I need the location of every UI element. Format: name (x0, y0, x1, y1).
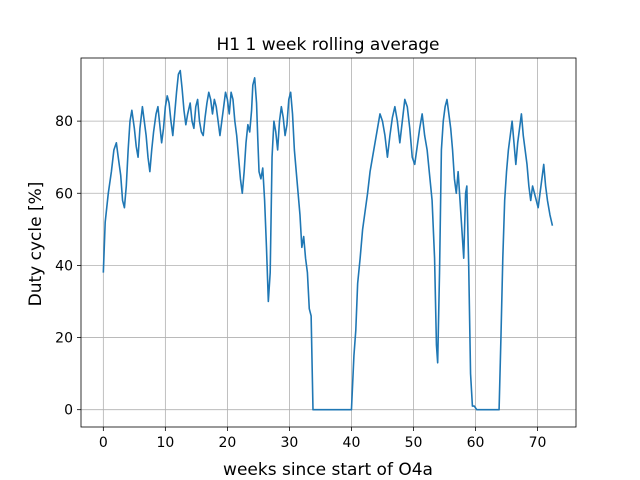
y-tick-label: 60 (55, 186, 73, 202)
y-tick-label: 0 (64, 403, 73, 419)
x-tick-label: 20 (218, 435, 236, 451)
chart-title: H1 1 week rolling average (216, 35, 439, 55)
grid-lines (81, 58, 576, 427)
x-tick-label: 70 (529, 435, 547, 451)
x-tick-label: 60 (467, 435, 485, 451)
y-tick-label: 80 (55, 114, 73, 130)
y-axis-ticks: 0 20 40 60 80 (55, 114, 81, 419)
x-tick-label: 30 (281, 435, 299, 451)
x-tick-label: 0 (99, 435, 108, 451)
x-axis-label: weeks since start of O4a (223, 460, 433, 480)
series-line (102, 69, 554, 411)
series-layer (102, 69, 554, 411)
y-axis-label: Duty cycle [%] (26, 182, 46, 307)
y-tick-label: 40 (55, 258, 73, 274)
y-tick-label: 20 (55, 331, 73, 347)
plot-frame (80, 57, 577, 428)
x-tick-label: 10 (156, 435, 174, 451)
x-tick-label: 40 (343, 435, 361, 451)
x-tick-label: 50 (405, 435, 423, 451)
x-axis-ticks: 0 10 20 30 40 50 60 70 (99, 427, 547, 451)
